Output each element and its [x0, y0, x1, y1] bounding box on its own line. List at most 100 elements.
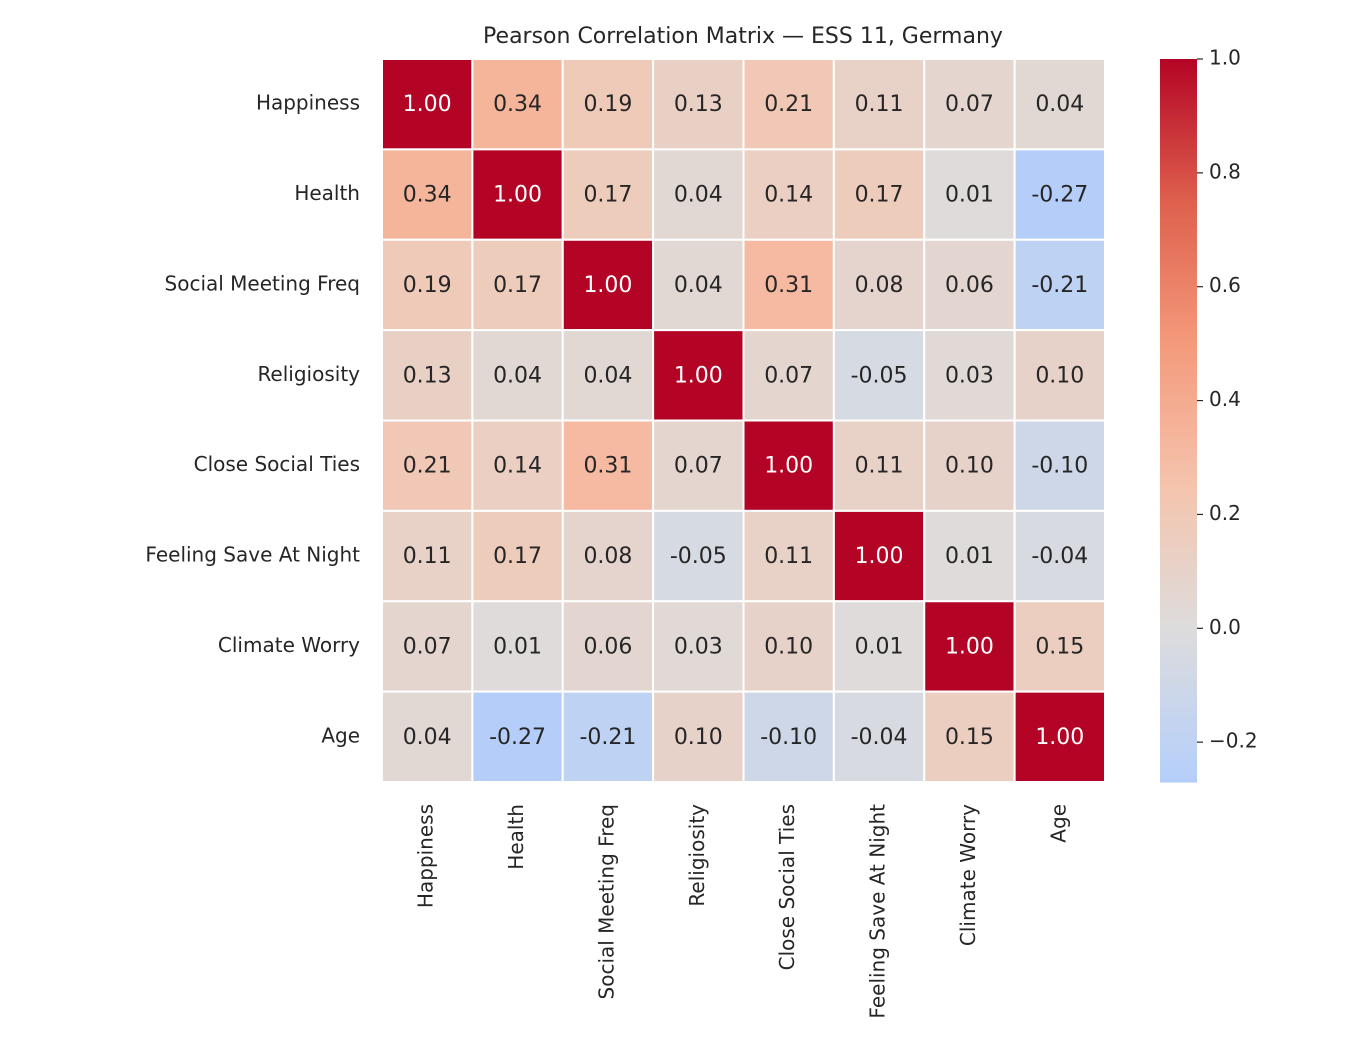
cell-label: 0.17: [583, 183, 632, 208]
colorbar-segment: [1160, 445, 1197, 451]
cell-label: -0.27: [1031, 183, 1088, 208]
colorbar-segment: [1160, 431, 1197, 436]
cell-label: 0.21: [403, 454, 452, 479]
colorbar-segment: [1160, 163, 1197, 169]
colorbar-segment: [1160, 391, 1197, 396]
colorbar-segment: [1160, 554, 1197, 559]
colorbar-segment: [1160, 113, 1197, 118]
colorbar-segment: [1160, 427, 1197, 432]
heatmap-cell: [471, 238, 564, 332]
cell-label: 0.04: [583, 363, 632, 388]
colorbar-segment: [1160, 442, 1197, 447]
colorbar-segment: [1160, 301, 1197, 306]
cell-label: -0.21: [1031, 273, 1088, 298]
colorbar-segment: [1160, 91, 1197, 96]
x-tick-label: Religiosity: [685, 804, 709, 907]
cell-label: -0.10: [760, 725, 817, 750]
cell-label: 0.07: [945, 92, 994, 117]
cell-label: 0.10: [674, 725, 723, 750]
heatmap-cell: [832, 690, 926, 783]
colorbar-segment: [1160, 369, 1197, 375]
cell-label: 1.00: [855, 544, 904, 569]
colorbar-segment: [1160, 677, 1197, 682]
colorbar-segment: [1160, 362, 1197, 367]
colorbar-segment: [1160, 297, 1197, 302]
colorbar-segment: [1160, 127, 1197, 132]
heatmap-cell: [381, 690, 474, 783]
colorbar-segment: [1160, 239, 1197, 244]
cell-label: 0.19: [583, 92, 632, 117]
colorbar-segment: [1160, 340, 1197, 346]
colorbar-segment: [1160, 344, 1197, 349]
colorbar-segment: [1160, 680, 1197, 685]
cell-label: 0.34: [403, 183, 452, 208]
colorbar-segment: [1160, 763, 1197, 769]
colorbar-tick-label: 1.0: [1209, 46, 1241, 70]
colorbar-segment: [1160, 199, 1197, 205]
colorbar-segment: [1160, 174, 1197, 179]
colorbar-segment: [1160, 62, 1197, 67]
colorbar-segment: [1160, 525, 1197, 530]
colorbar-segment: [1160, 124, 1197, 129]
colorbar-segment: [1160, 395, 1197, 400]
colorbar-segment: [1160, 87, 1197, 93]
cell-label: 0.13: [674, 92, 723, 117]
cell-label: 1.00: [945, 634, 994, 659]
colorbar-tick-label: 0.6: [1209, 273, 1241, 297]
colorbar-segment: [1160, 666, 1197, 671]
colorbar-segment: [1160, 373, 1197, 378]
colorbar-tick-label: 0.2: [1209, 501, 1241, 525]
colorbar-segment: [1160, 142, 1197, 147]
colorbar-tick-label: 0.0: [1209, 615, 1241, 639]
colorbar-segment: [1160, 619, 1197, 624]
colorbar-segment: [1160, 507, 1197, 512]
colorbar-segment: [1160, 716, 1197, 722]
colorbar-segment: [1160, 561, 1197, 566]
colorbar-segment: [1160, 333, 1197, 338]
colorbar-segment: [1160, 594, 1197, 599]
colorbar-segment: [1160, 308, 1197, 313]
y-tick-label: Close Social Ties: [194, 452, 360, 476]
cell-label: 0.14: [493, 454, 542, 479]
colorbar-segment: [1160, 720, 1197, 725]
colorbar-segment: [1160, 116, 1197, 122]
colorbar-segment: [1160, 243, 1197, 248]
colorbar-segment: [1160, 312, 1197, 317]
colorbar-segment: [1160, 709, 1197, 714]
cell-label: -0.04: [851, 725, 908, 750]
colorbar-tick-label: 0.8: [1209, 159, 1241, 183]
colorbar-segment: [1160, 134, 1197, 140]
colorbar-segment: [1160, 449, 1197, 454]
cell-label: 0.08: [855, 273, 904, 298]
heatmap-cell: [652, 690, 745, 783]
colorbar-segment: [1160, 756, 1197, 761]
colorbar-segment: [1160, 149, 1197, 154]
cell-label: -0.05: [851, 363, 908, 388]
colorbar-segment: [1160, 272, 1197, 277]
y-tick-label: Age: [321, 723, 360, 747]
colorbar-segment: [1160, 84, 1197, 89]
colorbar-segment: [1160, 275, 1197, 281]
heatmap-cell: [381, 58, 474, 151]
cell-label: 0.04: [493, 363, 542, 388]
y-tick-label: Happiness: [256, 91, 360, 115]
colorbar-segment: [1160, 731, 1197, 736]
colorbar-segment: [1160, 207, 1197, 212]
heatmap-cell: [832, 600, 926, 693]
colorbar-segment: [1160, 218, 1197, 223]
colorbar-segment: [1160, 753, 1197, 758]
x-tick-label: Close Social Ties: [775, 804, 799, 970]
heatmap-cell: [742, 238, 835, 332]
heatmap-cell: [742, 600, 835, 693]
cell-label: 0.04: [403, 725, 452, 750]
colorbar-segment: [1160, 673, 1197, 678]
colorbar-segment: [1160, 138, 1197, 143]
heatmap-cell: [1013, 419, 1106, 512]
heatmap-cell: [742, 509, 835, 603]
colorbar-segment: [1160, 286, 1197, 291]
heatmap-cell: [471, 600, 564, 693]
colorbar-segment: [1160, 420, 1197, 425]
colorbar-segment: [1160, 380, 1197, 385]
colorbar-segment: [1160, 485, 1197, 490]
heatmap-cell: [652, 419, 745, 512]
